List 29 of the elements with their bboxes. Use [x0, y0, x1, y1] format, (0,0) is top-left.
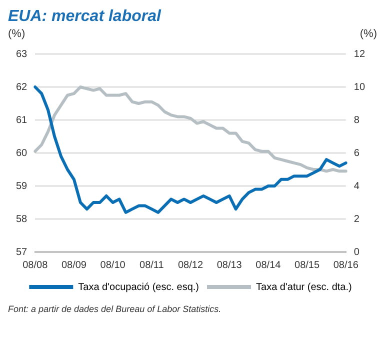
- text: Font: a partir de dades del Bureau of Labor Statistics.: [8, 304, 222, 314]
- y-tick-label: 63: [16, 48, 28, 60]
- x-tick-label: 08/08: [22, 260, 48, 271]
- chart-title: EUA: mercat laboral: [8, 8, 162, 26]
- x-tick-label: 08/16: [333, 260, 359, 271]
- x-tick-label: 08/15: [294, 260, 320, 271]
- y-tick-label: 59: [16, 180, 28, 192]
- x-tick-label: 08/11: [140, 260, 164, 271]
- y-tick-label: 62: [16, 82, 28, 93]
- y2-tick-label: 10: [354, 82, 366, 93]
- x-tick-label: 08/13: [216, 260, 242, 271]
- y-axis-title: (%): [8, 28, 26, 40]
- x-tick-label: 08/10: [100, 260, 126, 271]
- legend-label: Taxa d'atur (esc. dta.): [256, 282, 352, 293]
- y2-axis-title: (%): [360, 28, 377, 40]
- x-tick-label: 08/14: [256, 260, 282, 271]
- y2-tick-label: 12: [354, 48, 366, 60]
- y2-tick-label: 0: [354, 246, 360, 258]
- y2-tick-label: 6: [354, 148, 360, 159]
- x-tick-label: 08/09: [61, 260, 87, 271]
- y-tick-label: 60: [16, 148, 28, 159]
- y-tick-label: 61: [16, 114, 28, 126]
- x-tick-label: 08/12: [178, 260, 204, 271]
- y2-tick-label: 2: [354, 214, 360, 225]
- y2-tick-label: 4: [354, 180, 360, 192]
- y-tick-label: 57: [16, 246, 28, 258]
- y2-tick-label: 8: [354, 114, 360, 126]
- legend-label: Taxa d'ocupació (esc. esq.): [78, 282, 200, 293]
- y-tick-label: 58: [16, 214, 28, 225]
